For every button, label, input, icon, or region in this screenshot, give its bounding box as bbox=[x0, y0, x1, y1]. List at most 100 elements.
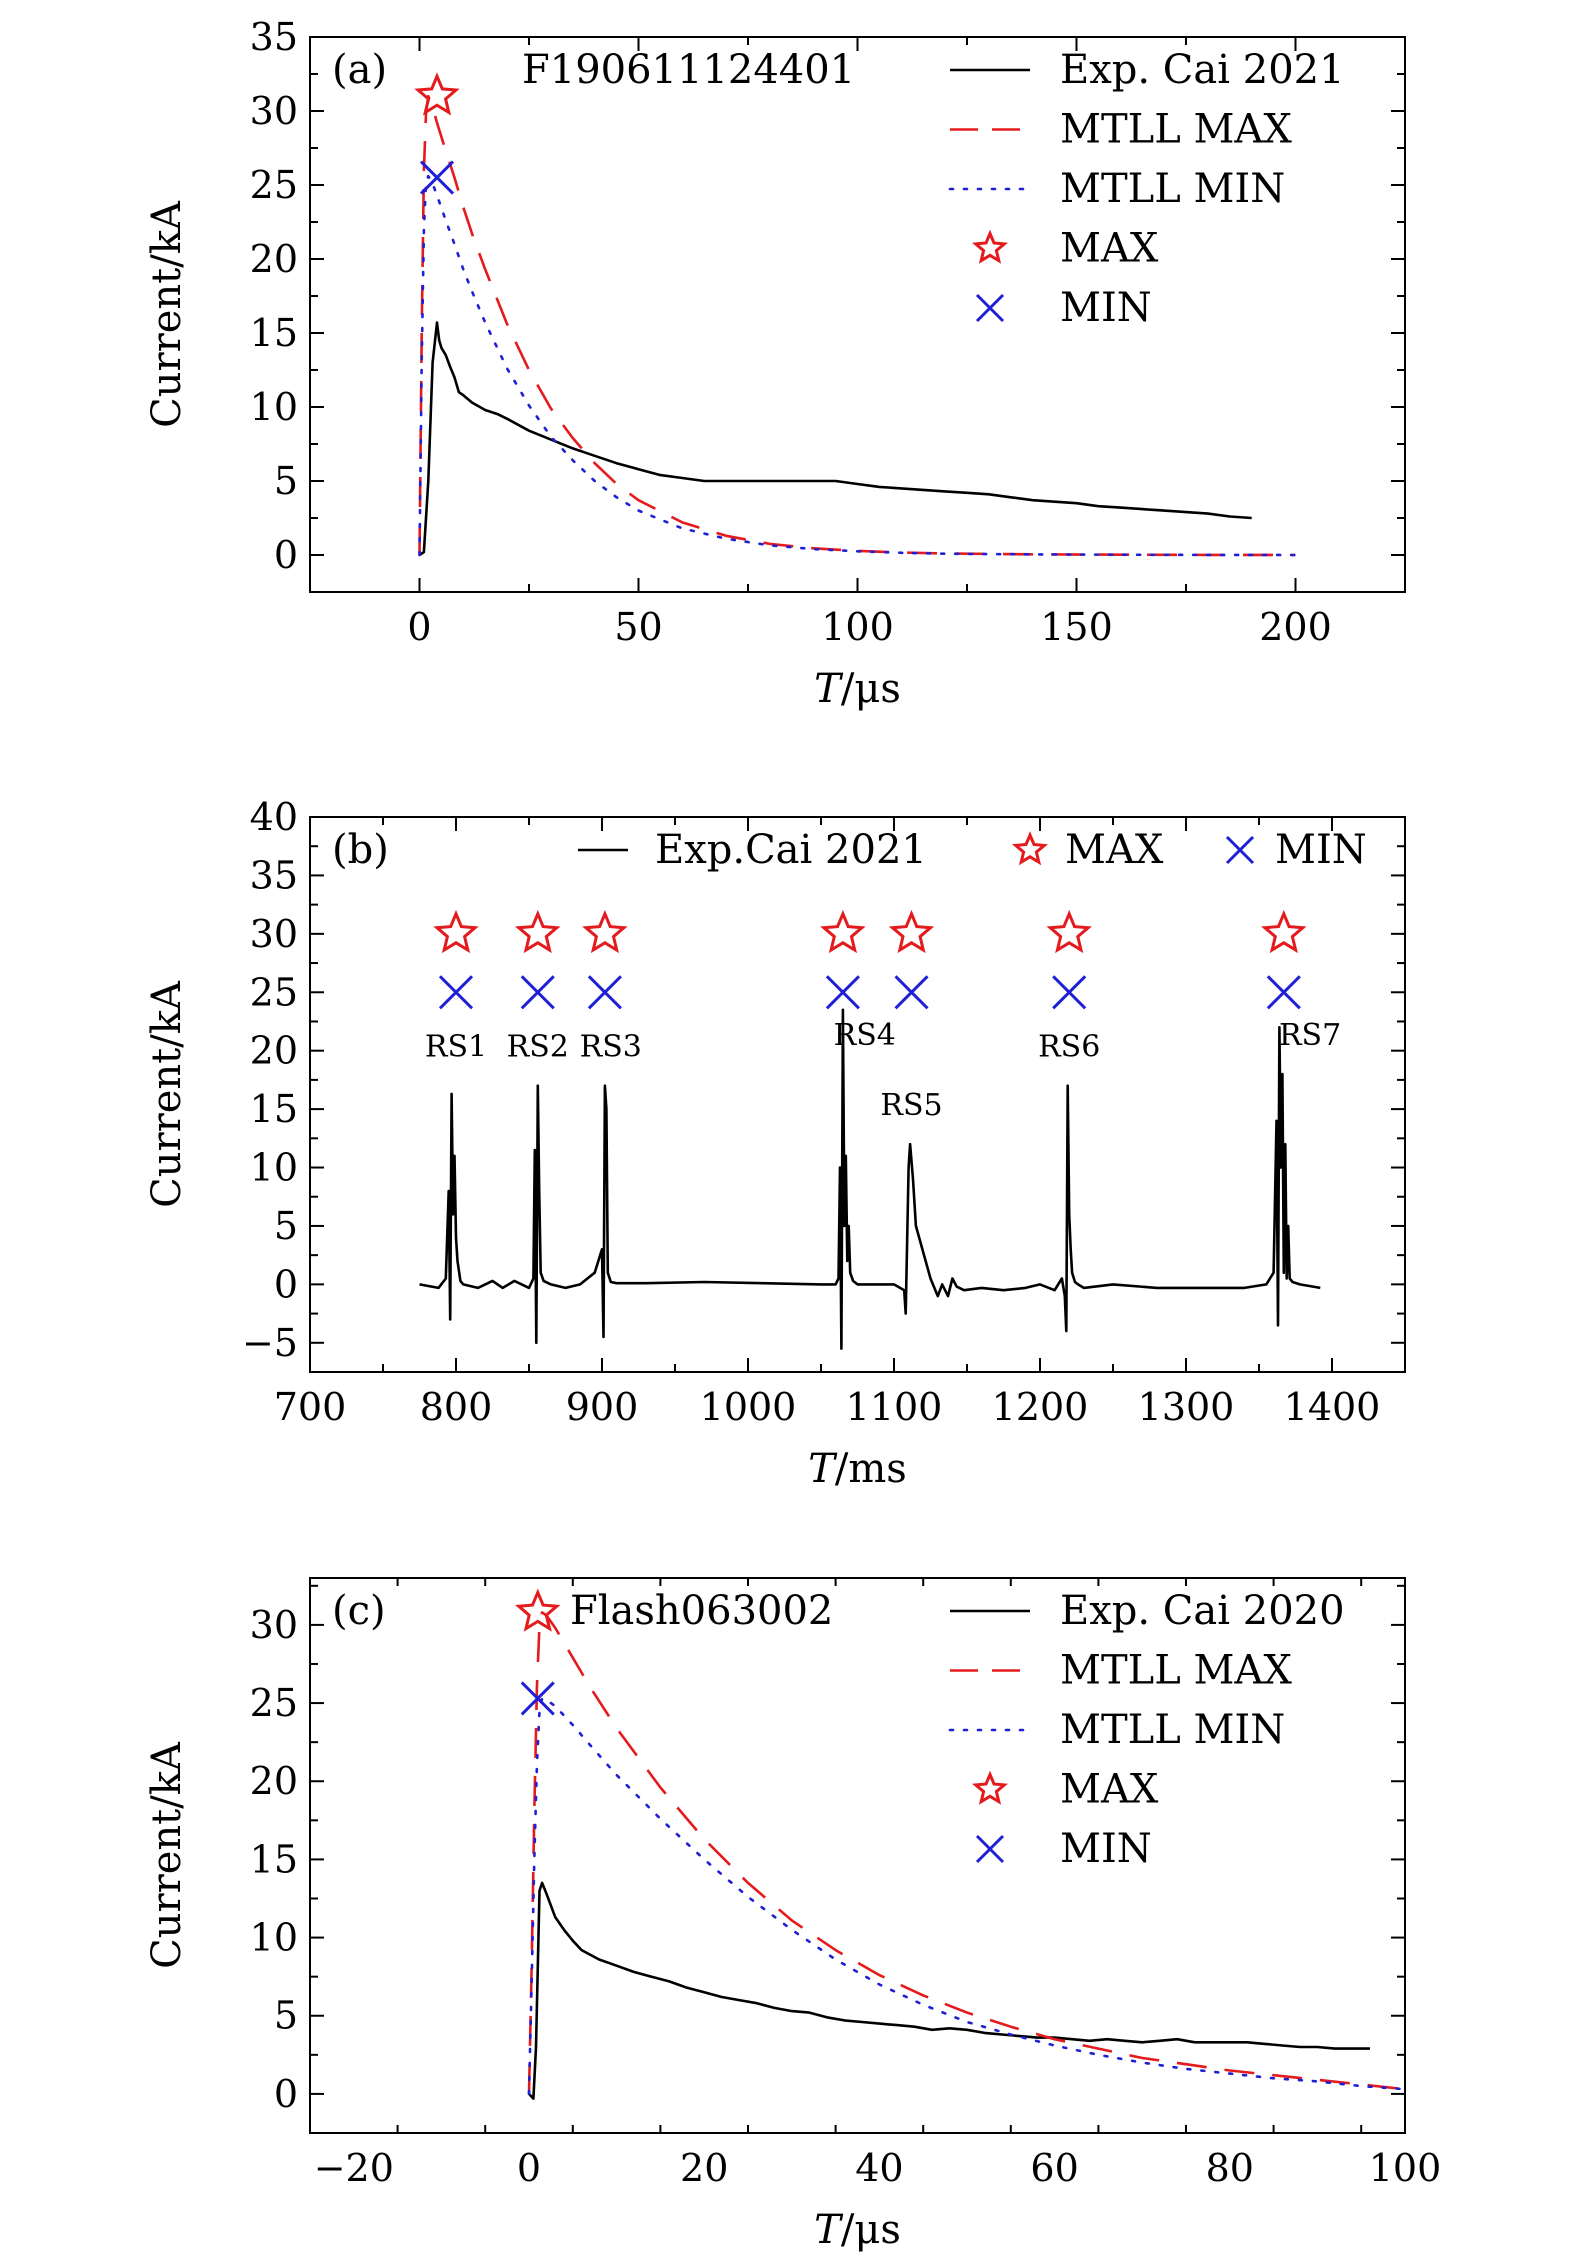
max-marker-star bbox=[433, 909, 479, 954]
x-tick-label: 40 bbox=[855, 2146, 903, 2190]
legend-label-mtll-max: MTLL MAX bbox=[1060, 1648, 1292, 1694]
series-line-mtll-min bbox=[418, 174, 1297, 557]
y-tick-label: 25 bbox=[250, 163, 298, 207]
x-tick-label: 60 bbox=[1030, 2146, 1078, 2190]
max-marker-star bbox=[888, 909, 935, 954]
min-marker-x bbox=[520, 975, 555, 1010]
return-stroke-label: RS4 bbox=[834, 1018, 896, 1053]
legend-label-mtll-min: MTLL MIN bbox=[1060, 166, 1285, 212]
return-stroke-label: RS2 bbox=[507, 1030, 569, 1065]
x-tick-label: 1200 bbox=[992, 1385, 1089, 1429]
y-tick-label: 20 bbox=[250, 1029, 298, 1073]
legend-swatch-max bbox=[1011, 831, 1049, 866]
panel-label: (a) bbox=[332, 47, 387, 93]
y-tick-label: 25 bbox=[250, 970, 298, 1014]
legend-label-mtll-max: MTLL MAX bbox=[1060, 107, 1292, 153]
legend-label-min: MIN bbox=[1060, 1826, 1152, 1872]
max-marker-star bbox=[414, 72, 460, 116]
y-tick-label: 5 bbox=[274, 1204, 298, 1248]
y-tick-label: 10 bbox=[250, 385, 298, 429]
max-marker-star bbox=[582, 909, 628, 954]
y-axis-label: Current/kA bbox=[144, 1741, 190, 1969]
y-tick-label: 0 bbox=[274, 2072, 298, 2116]
x-tick-label: 700 bbox=[274, 1385, 347, 1429]
plot-frame bbox=[309, 1577, 1406, 2134]
legend-label-exp-cai-2020: Exp. Cai 2020 bbox=[1060, 1588, 1345, 1634]
y-tick-label: 30 bbox=[250, 1603, 298, 1647]
legend-label-max: MAX bbox=[1065, 827, 1164, 873]
plot-area bbox=[414, 72, 1297, 557]
legend-swatch-min bbox=[975, 1834, 1005, 1864]
flash-id-annotation: F190611124401 bbox=[522, 47, 855, 93]
y-tick-label: 10 bbox=[250, 1146, 298, 1190]
legend: Exp. Cai 2020 MTLL MAX MTLL MIN MAX MIN bbox=[948, 1588, 1345, 1872]
y-tick-label: 15 bbox=[250, 1087, 298, 1131]
y-tick-label: 0 bbox=[274, 1262, 298, 1306]
return-stroke-label: RS6 bbox=[1038, 1030, 1100, 1065]
legend-swatch-min bbox=[1225, 835, 1255, 865]
return-stroke-label: RS3 bbox=[580, 1030, 642, 1065]
y-tick-label: 15 bbox=[250, 311, 298, 355]
x-tick-label: 1400 bbox=[1284, 1385, 1381, 1429]
y-tick-label: 25 bbox=[250, 1681, 298, 1725]
max-marker-star bbox=[514, 1588, 561, 1632]
y-tick-label: 30 bbox=[250, 912, 298, 956]
legend-label-exp-cai-2021: Exp. Cai 2021 bbox=[1060, 47, 1345, 93]
x-tick-label: 20 bbox=[680, 2146, 728, 2190]
series-line-mtll-max bbox=[418, 94, 1296, 557]
y-tick-label: 20 bbox=[250, 1759, 298, 1803]
min-marker-x bbox=[520, 1681, 555, 1716]
y-tick-label: 5 bbox=[274, 459, 298, 503]
legend-label-max: MAX bbox=[1060, 1767, 1159, 1813]
series-line-mtll-min bbox=[527, 1697, 1405, 2096]
return-stroke-label: RS1 bbox=[425, 1030, 487, 1065]
x-tick-label: 900 bbox=[566, 1385, 639, 1429]
min-marker-x bbox=[1052, 975, 1087, 1010]
min-marker-x bbox=[587, 975, 622, 1010]
y-tick-label: 40 bbox=[250, 795, 298, 839]
legend: Exp.Cai 2021 MAX MIN bbox=[578, 827, 1367, 873]
y-axis-label: Current/kA bbox=[144, 980, 190, 1208]
legend-swatch-max bbox=[971, 1770, 1009, 1805]
y-tick-label: 10 bbox=[250, 1916, 298, 1960]
plot-frame bbox=[309, 816, 1406, 1373]
y-axis-label: Current/kA bbox=[144, 200, 190, 428]
chart-panel-a: 0 50 100 150 200 0 5 10 15 20 25 30 35 T/μs Current/kA… bbox=[144, 15, 1406, 712]
max-marker-star bbox=[820, 909, 866, 954]
legend-label-exp: Exp.Cai 2021 bbox=[655, 827, 927, 873]
min-marker-x bbox=[419, 160, 455, 195]
legend-swatch-max bbox=[971, 229, 1009, 264]
return-stroke-label: RS5 bbox=[880, 1088, 942, 1123]
plot-area bbox=[514, 1588, 1405, 2100]
plot-area bbox=[419, 909, 1321, 1350]
x-axis-label: T/μs bbox=[814, 2207, 901, 2253]
legend-swatch-min bbox=[975, 293, 1005, 323]
x-tick-label: −20 bbox=[314, 2146, 394, 2190]
max-marker-star bbox=[1261, 909, 1307, 954]
y-tick-label: 20 bbox=[250, 237, 298, 281]
x-tick-label: 1300 bbox=[1138, 1385, 1235, 1429]
legend: Exp. Cai 2021 MTLL MAX MTLL MIN MAX MIN bbox=[948, 47, 1345, 331]
panel-label: (b) bbox=[332, 827, 389, 873]
flash-id-annotation: Flash063002 bbox=[570, 1588, 833, 1634]
x-tick-label: 0 bbox=[407, 605, 431, 649]
max-marker-star bbox=[514, 909, 561, 954]
chart-panel-b: 700 800 900 1000 1100 1200 1300 1400 −5 0 5 10 15 20 2… bbox=[144, 795, 1406, 1492]
min-marker-x bbox=[1266, 975, 1301, 1010]
max-marker-star bbox=[1046, 909, 1092, 954]
x-tick-label: 80 bbox=[1206, 2146, 1254, 2190]
y-tick-label: 30 bbox=[250, 89, 298, 133]
y-tick-label: −5 bbox=[242, 1321, 298, 1365]
series-line-mtll-max bbox=[527, 1611, 1405, 2094]
x-tick-label: 50 bbox=[614, 605, 662, 649]
x-tick-label: 100 bbox=[821, 605, 894, 649]
y-tick-label: 35 bbox=[250, 853, 298, 897]
x-tick-label: 1000 bbox=[700, 1385, 797, 1429]
chart-panel-c: −20 0 20 40 60 80 100 0 5 10 15 20 25 30 T/μs Current/k… bbox=[144, 1577, 1441, 2253]
series-line-exp-cai-2021 bbox=[418, 321, 1252, 557]
x-tick-label: 200 bbox=[1259, 605, 1332, 649]
legend-label-max: MAX bbox=[1060, 226, 1159, 272]
y-tick-label: 15 bbox=[250, 1837, 298, 1881]
min-marker-x bbox=[438, 975, 474, 1010]
